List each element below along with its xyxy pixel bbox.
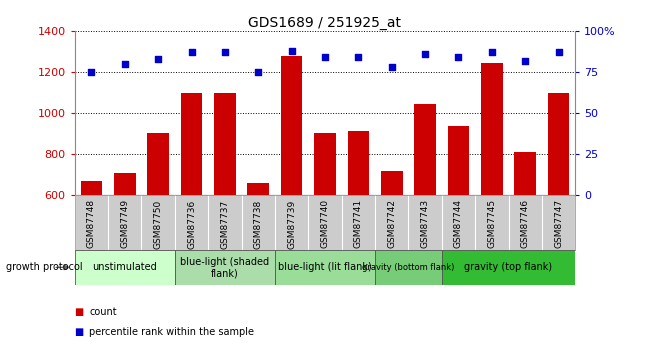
- Bar: [414, 104, 436, 195]
- Bar: [314, 134, 336, 195]
- Bar: [448, 126, 469, 195]
- Bar: [548, 92, 569, 195]
- Text: unstimulated: unstimulated: [92, 263, 157, 272]
- Point: [353, 55, 363, 60]
- Text: ■: ■: [75, 327, 87, 337]
- Bar: [181, 92, 202, 195]
- Point: [187, 50, 197, 55]
- Point: [320, 55, 330, 60]
- Text: GSM87739: GSM87739: [287, 199, 296, 249]
- Point: [287, 48, 297, 53]
- Point: [453, 55, 463, 60]
- Bar: [481, 63, 502, 195]
- Text: GSM87737: GSM87737: [220, 199, 229, 249]
- Bar: [114, 174, 136, 195]
- Point: [387, 64, 397, 70]
- Bar: [281, 56, 302, 195]
- Text: blue-light (shaded
flank): blue-light (shaded flank): [180, 257, 270, 278]
- Text: growth protocol: growth protocol: [6, 263, 83, 272]
- Text: GSM87740: GSM87740: [320, 199, 330, 248]
- Bar: [81, 180, 102, 195]
- Point: [120, 61, 130, 67]
- Point: [253, 69, 263, 75]
- Bar: [175, 250, 275, 285]
- Text: GSM87741: GSM87741: [354, 199, 363, 248]
- Text: GSM87750: GSM87750: [153, 199, 162, 249]
- Point: [553, 50, 564, 55]
- Text: ■: ■: [75, 307, 87, 317]
- Text: gravity (bottom flank): gravity (bottom flank): [362, 263, 454, 272]
- Bar: [148, 134, 169, 195]
- Text: GSM87742: GSM87742: [387, 199, 396, 248]
- Bar: [75, 250, 175, 285]
- Text: GSM87744: GSM87744: [454, 199, 463, 248]
- Point: [520, 58, 530, 63]
- Text: count: count: [89, 307, 117, 317]
- Text: blue-light (lit flank): blue-light (lit flank): [278, 263, 372, 272]
- Bar: [442, 250, 575, 285]
- Text: percentile rank within the sample: percentile rank within the sample: [89, 327, 254, 337]
- Point: [420, 51, 430, 57]
- Text: GSM87749: GSM87749: [120, 199, 129, 248]
- Bar: [214, 92, 236, 195]
- Text: GSM87743: GSM87743: [421, 199, 430, 248]
- Text: GSM87738: GSM87738: [254, 199, 263, 249]
- Point: [153, 56, 163, 62]
- Text: GSM87745: GSM87745: [488, 199, 497, 248]
- Point: [86, 69, 97, 75]
- Title: GDS1689 / 251925_at: GDS1689 / 251925_at: [248, 16, 402, 30]
- Text: GSM87748: GSM87748: [87, 199, 96, 248]
- Text: GSM87746: GSM87746: [521, 199, 530, 248]
- Text: GSM87747: GSM87747: [554, 199, 563, 248]
- Bar: [514, 152, 536, 195]
- Point: [487, 50, 497, 55]
- Bar: [248, 183, 269, 195]
- Text: GSM87736: GSM87736: [187, 199, 196, 249]
- Point: [220, 50, 230, 55]
- Bar: [381, 171, 402, 195]
- Bar: [275, 250, 375, 285]
- Text: gravity (top flank): gravity (top flank): [465, 263, 552, 272]
- Bar: [348, 131, 369, 195]
- Bar: [375, 250, 442, 285]
